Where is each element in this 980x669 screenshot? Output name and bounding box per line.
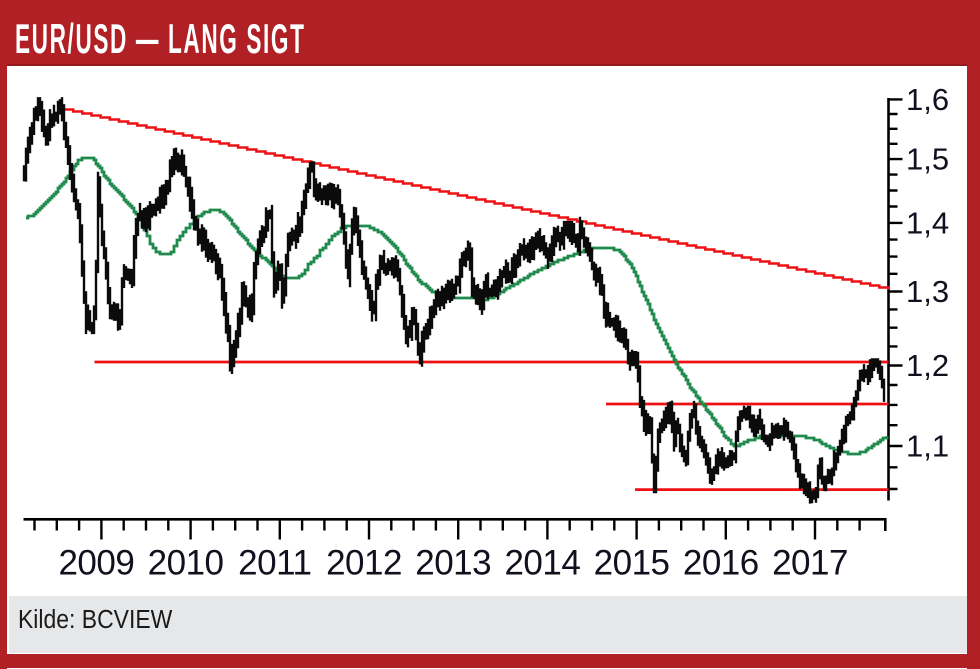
svg-text:2010: 2010: [148, 544, 224, 583]
svg-text:1,2: 1,2: [906, 348, 949, 383]
svg-text:2012: 2012: [326, 544, 402, 583]
svg-text:2013: 2013: [415, 544, 491, 583]
svg-text:2016: 2016: [683, 544, 759, 583]
svg-text:1,3: 1,3: [906, 274, 949, 309]
svg-text:1,5: 1,5: [906, 142, 949, 177]
svg-text:2014: 2014: [504, 544, 580, 583]
svg-text:2017: 2017: [772, 544, 848, 583]
svg-text:2015: 2015: [594, 544, 670, 583]
svg-text:1,1: 1,1: [906, 429, 949, 464]
svg-text:2011: 2011: [238, 544, 311, 583]
svg-text:2009: 2009: [58, 544, 134, 583]
svg-text:1,4: 1,4: [906, 205, 949, 240]
svg-text:1,6: 1,6: [906, 82, 949, 117]
